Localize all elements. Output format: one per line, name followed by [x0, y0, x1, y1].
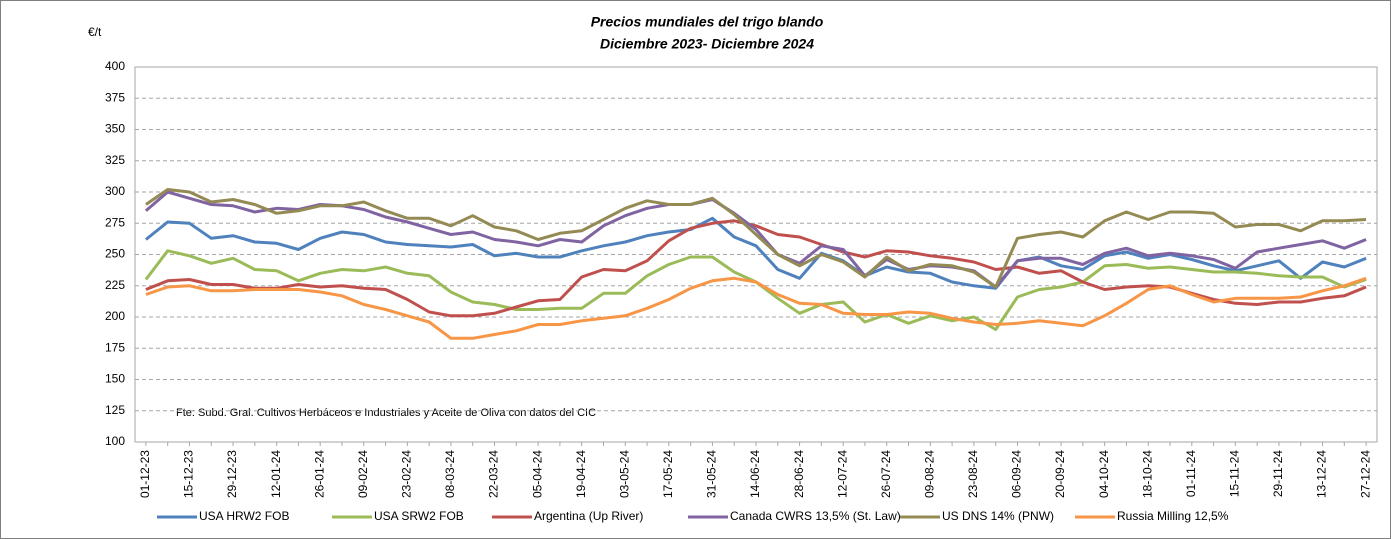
legend-label: USA SRW2 FOB [374, 509, 464, 523]
x-tick-label: 23-08-24 [966, 450, 980, 498]
y-tick-label: 275 [105, 215, 125, 229]
x-tick-label: 26-07-24 [879, 450, 893, 498]
x-tick-label: 19-04-24 [574, 450, 588, 498]
x-tick-label: 18-10-24 [1140, 450, 1154, 498]
x-tick-label: 12-01-24 [269, 450, 283, 498]
x-tick-label: 04-10-24 [1097, 450, 1111, 498]
x-tick-label: 29-11-24 [1271, 450, 1285, 497]
x-tick-label: 09-02-24 [356, 450, 370, 498]
y-tick-label: 300 [105, 184, 125, 198]
x-tick-label: 12-07-24 [835, 450, 849, 498]
x-tick-label: 05-04-24 [530, 450, 544, 498]
series-line [145, 276, 1367, 340]
legend-label: USA HRW2 FOB [199, 509, 289, 523]
x-tick-label: 31-05-24 [705, 450, 719, 498]
legend-label: Argentina (Up River) [534, 509, 643, 523]
y-tick-label: 150 [105, 372, 125, 386]
y-tick-label: 400 [105, 59, 125, 73]
series-line [144, 190, 1367, 289]
x-tick-label: 17-05-24 [661, 450, 675, 498]
x-tick-label: 09-08-24 [922, 450, 936, 498]
y-tick-label: 125 [105, 403, 125, 417]
x-tick-label: 15-11-24 [1228, 450, 1242, 497]
y-tick-label: 100 [105, 434, 125, 448]
legend-label: Russia Milling 12,5% [1117, 509, 1229, 523]
series-line [144, 216, 1367, 290]
x-tick-label: 03-05-24 [617, 450, 631, 498]
y-tick-label: 350 [105, 122, 125, 136]
x-tick-label: 28-06-24 [792, 450, 806, 498]
x-tick-label: 01-12-23 [138, 450, 152, 498]
x-tick-label: 15-12-23 [182, 450, 196, 498]
x-tick-label: 06-09-24 [1010, 450, 1024, 498]
x-tick-label: 22-03-24 [487, 450, 501, 498]
x-tick-label: 20-09-24 [1053, 450, 1067, 498]
legend-label: Canada CWRS 13,5% (St. Law) [730, 509, 901, 523]
x-tick-label: 08-03-24 [443, 450, 457, 498]
x-tick-label: 01-11-24 [1184, 450, 1198, 497]
series-line [145, 188, 1367, 289]
y-tick-label: 200 [105, 309, 125, 323]
x-tick-label: 26-01-24 [312, 450, 326, 498]
y-tick-label: 225 [105, 278, 125, 292]
y-tick-label: 325 [105, 153, 125, 167]
y-tick-label: 375 [105, 90, 125, 104]
x-tick-label: 23-02-24 [400, 450, 414, 498]
legend-label: US DNS 14% (PNW) [942, 509, 1054, 523]
x-tick-label: 27-12-24 [1358, 450, 1372, 498]
chart-title: Precios mundiales del trigo blando [591, 14, 824, 30]
annotation: Fte: Subd. Gral. Cultivos Herbáceos e In… [176, 407, 596, 419]
chart-subtitle: Diciembre 2023- Diciembre 2024 [600, 36, 814, 52]
x-tick-label: 13-12-24 [1315, 450, 1329, 498]
x-tick-label: 29-12-23 [225, 450, 239, 498]
y-tick-label: 175 [105, 340, 125, 354]
y-axis-label: €/t [88, 25, 102, 39]
x-tick-label: 14-06-24 [748, 450, 762, 498]
y-tick-label: 250 [105, 247, 125, 261]
